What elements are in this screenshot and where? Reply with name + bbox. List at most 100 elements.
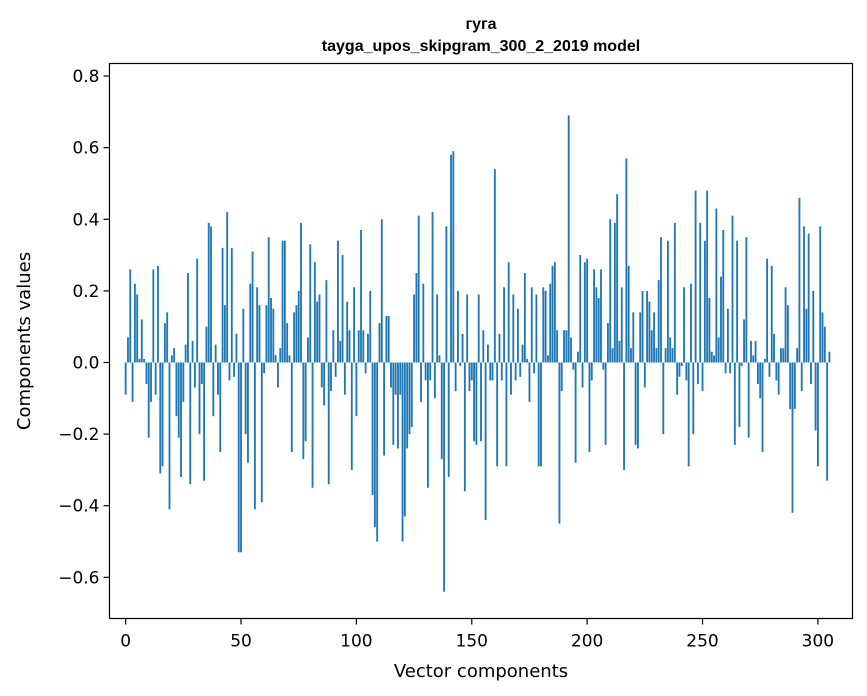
bar <box>653 312 655 363</box>
bar <box>648 301 651 363</box>
bar <box>517 308 519 363</box>
bar <box>789 362 792 410</box>
y-axis-ticks: −0.6 −0.4 −0.2 0.0 0.2 0.4 0.6 0.8 <box>58 67 110 588</box>
bar <box>311 362 314 488</box>
bar <box>198 362 201 435</box>
bar <box>330 362 332 392</box>
bar <box>791 362 794 513</box>
bar <box>590 362 593 381</box>
bar <box>417 215 420 363</box>
bar <box>823 326 826 363</box>
bar <box>496 362 499 467</box>
bar <box>320 362 323 388</box>
bar <box>295 305 298 363</box>
bar <box>570 337 572 363</box>
bar <box>567 115 570 363</box>
bar <box>489 362 492 381</box>
bar <box>309 244 312 363</box>
bar <box>283 240 286 363</box>
bar <box>327 362 330 485</box>
bar <box>750 341 752 363</box>
bar <box>641 290 644 363</box>
bar <box>491 362 494 381</box>
y-tick-label: 0.4 <box>72 210 99 230</box>
bar <box>300 222 302 363</box>
bar <box>713 355 715 363</box>
bar <box>810 362 812 384</box>
bar <box>293 312 296 363</box>
bar <box>683 287 685 363</box>
bar <box>217 362 219 395</box>
bar <box>643 362 646 388</box>
y-axis-label: Components values <box>14 252 35 430</box>
bar <box>676 362 679 395</box>
bar <box>392 362 395 445</box>
bar <box>715 208 718 363</box>
bar <box>609 219 612 363</box>
bar <box>325 280 328 363</box>
bar <box>560 362 563 392</box>
bar <box>766 258 769 363</box>
bar <box>669 337 672 363</box>
bar <box>129 269 132 363</box>
bar <box>334 362 337 377</box>
bar <box>450 154 452 363</box>
bar <box>362 330 365 363</box>
bar <box>814 362 817 431</box>
bar <box>150 362 152 402</box>
bar <box>399 362 402 395</box>
bar <box>477 294 480 363</box>
bar <box>696 362 699 384</box>
bar <box>618 341 621 363</box>
bar <box>337 240 339 363</box>
bar <box>242 308 245 363</box>
bar <box>533 362 535 374</box>
bar <box>200 362 203 384</box>
bar <box>782 348 785 363</box>
bar <box>523 272 526 363</box>
bar <box>383 362 386 456</box>
bar <box>706 190 709 363</box>
bar <box>563 330 565 363</box>
bar <box>731 215 734 363</box>
bar <box>152 269 155 363</box>
y-tick-label: 0.8 <box>72 67 99 87</box>
bar <box>302 362 305 460</box>
bar <box>660 237 662 363</box>
bar <box>447 362 450 478</box>
bar <box>157 265 159 363</box>
bar <box>161 362 164 467</box>
bar <box>690 283 692 363</box>
x-tick-label: 300 <box>802 632 834 652</box>
bar <box>307 337 309 363</box>
bar <box>207 222 210 363</box>
bar <box>805 308 808 363</box>
bar <box>812 290 815 363</box>
bar <box>443 362 446 592</box>
bar <box>510 362 512 395</box>
bar <box>551 265 554 363</box>
bar <box>793 362 796 410</box>
bar <box>703 240 706 363</box>
bar <box>620 287 623 363</box>
bar <box>297 290 300 363</box>
bar <box>357 330 360 363</box>
bar <box>177 362 180 438</box>
bar <box>147 362 150 438</box>
bar <box>360 230 362 363</box>
bar <box>371 362 374 495</box>
x-tick-label: 150 <box>456 632 488 652</box>
bar <box>463 362 466 492</box>
bar <box>210 226 212 363</box>
bar <box>355 362 358 417</box>
bar <box>634 362 637 445</box>
x-tick-label: 100 <box>340 632 372 652</box>
bar <box>710 351 713 363</box>
bar <box>168 362 171 510</box>
bar <box>773 333 775 363</box>
bar <box>196 258 199 363</box>
bar <box>133 283 136 363</box>
bar <box>666 240 669 363</box>
bar <box>318 294 321 363</box>
bar <box>662 362 665 435</box>
